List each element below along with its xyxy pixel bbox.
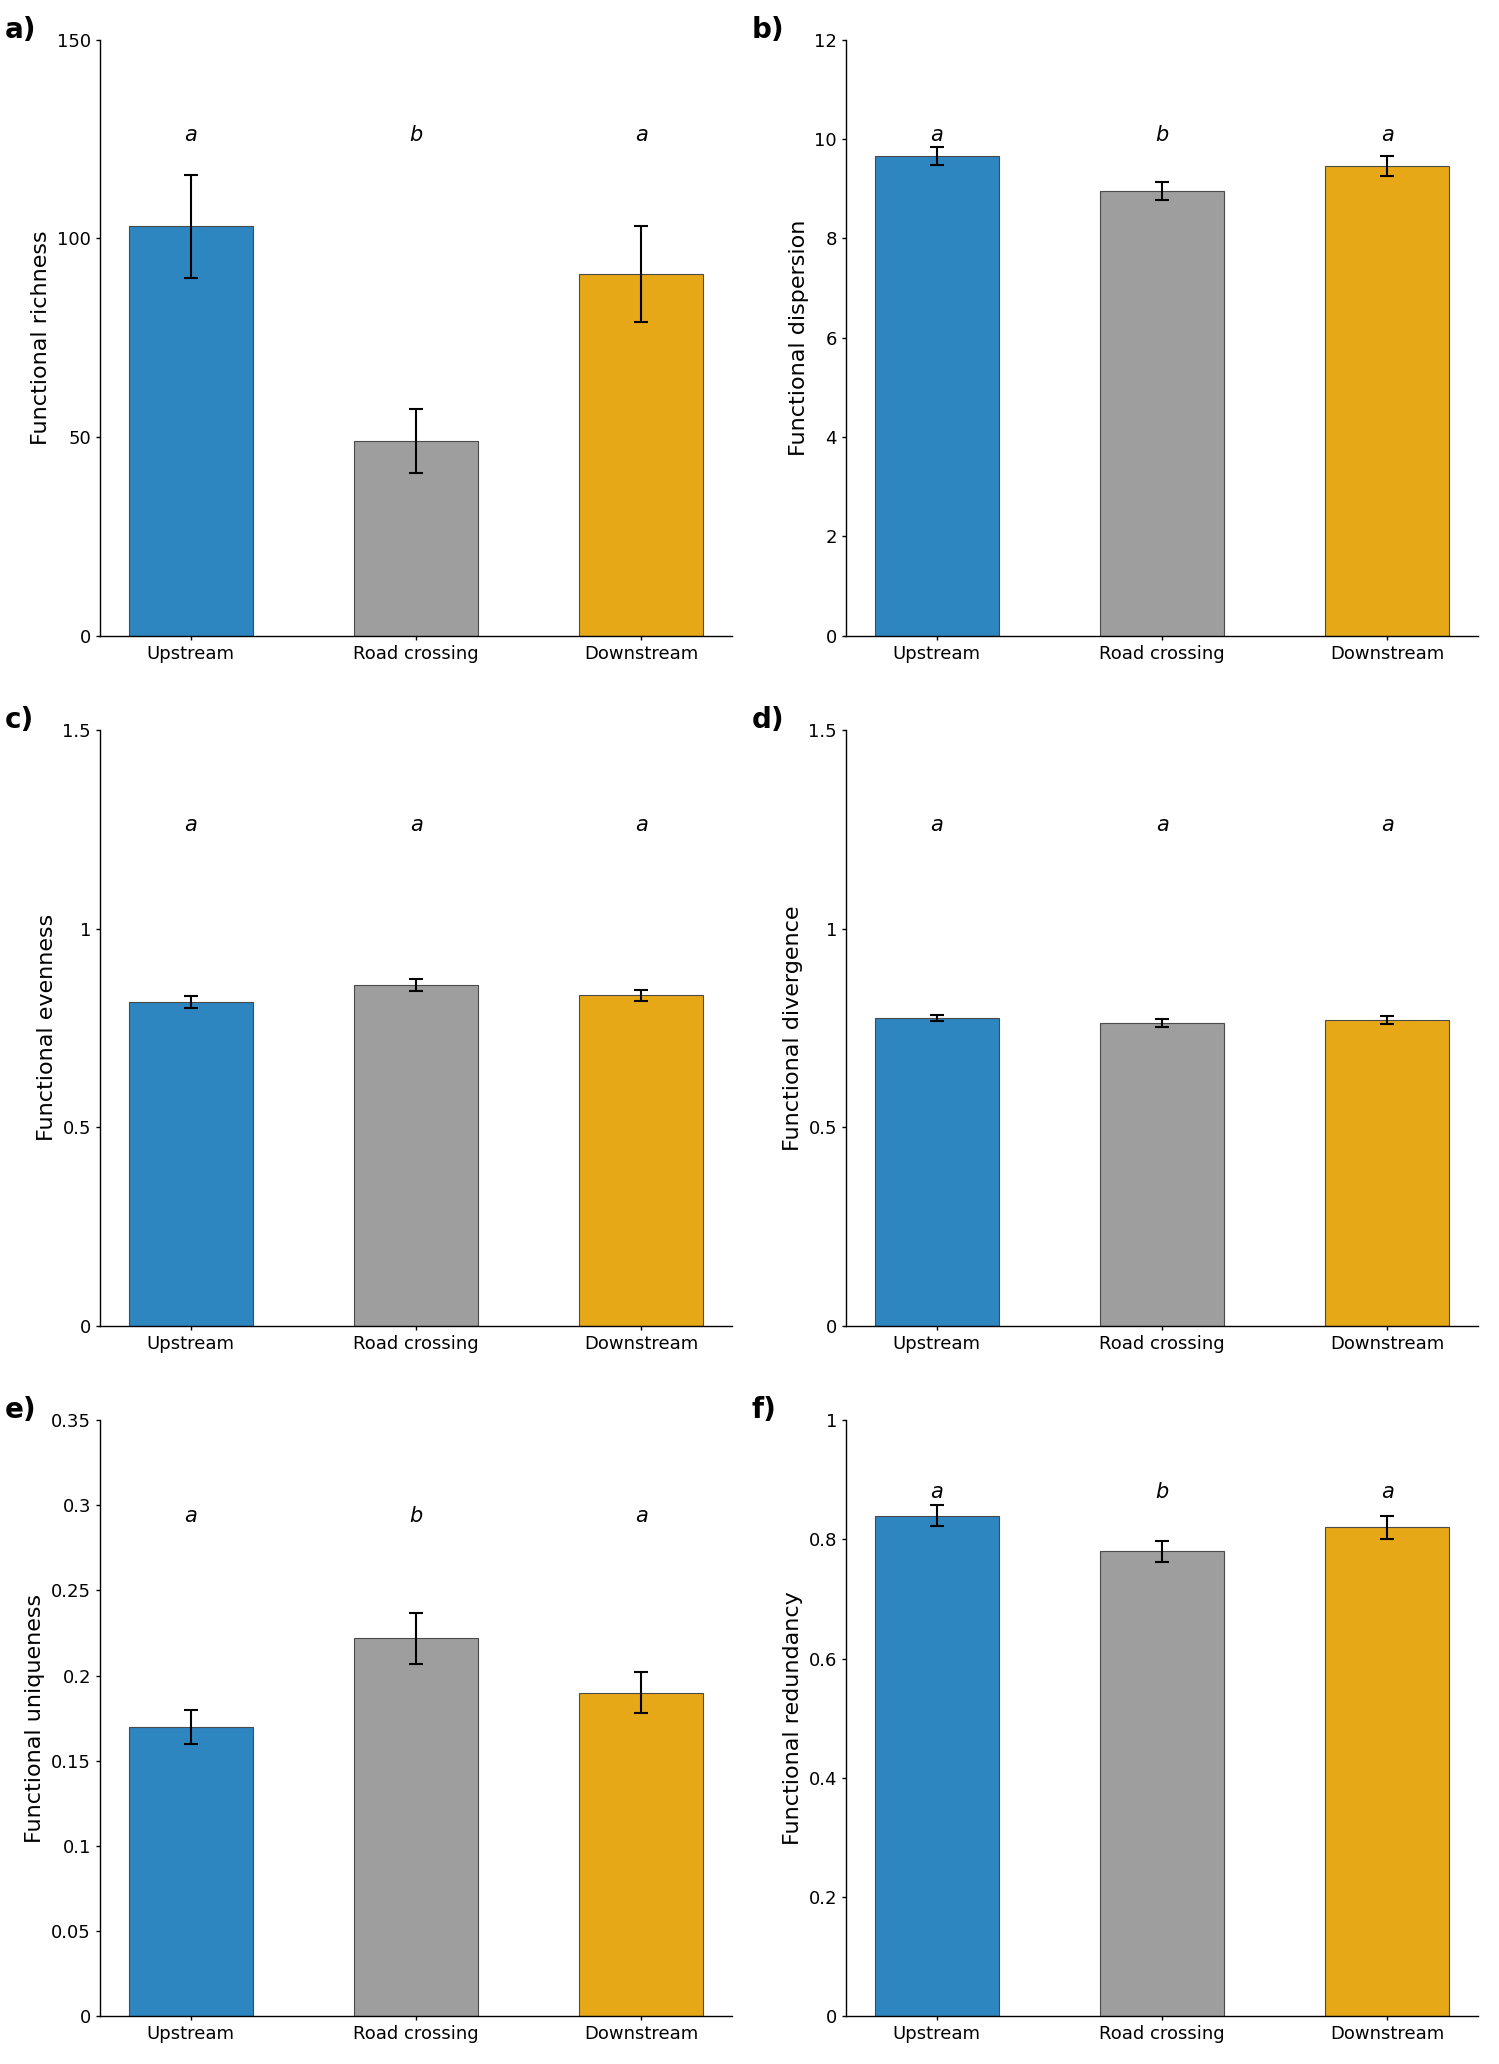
Bar <box>129 1728 253 2017</box>
Text: a): a) <box>4 17 37 43</box>
Text: a: a <box>184 126 198 144</box>
Text: a: a <box>1381 815 1394 836</box>
Text: a: a <box>636 815 648 836</box>
Y-axis label: Functional richness: Functional richness <box>31 231 51 446</box>
Text: a: a <box>931 1482 943 1503</box>
Bar <box>354 1639 478 2017</box>
Bar <box>354 985 478 1325</box>
Text: a: a <box>931 815 943 836</box>
Bar <box>354 442 478 636</box>
Text: c): c) <box>4 706 34 735</box>
Y-axis label: Functional uniqueness: Functional uniqueness <box>25 1593 45 1843</box>
Bar <box>1325 167 1450 636</box>
Bar <box>1100 1552 1225 2017</box>
Bar <box>129 1001 253 1325</box>
Text: b: b <box>409 126 423 144</box>
Text: a: a <box>1381 126 1394 144</box>
Bar <box>580 995 703 1325</box>
Y-axis label: Functional redundancy: Functional redundancy <box>782 1591 803 1845</box>
Bar <box>875 1515 998 2017</box>
Bar <box>875 1018 998 1325</box>
Bar <box>1325 1527 1450 2017</box>
Bar <box>580 275 703 636</box>
Bar <box>1100 1024 1225 1325</box>
Bar <box>1325 1020 1450 1325</box>
Text: a: a <box>1381 1482 1394 1503</box>
Y-axis label: Functional dispersion: Functional dispersion <box>788 219 808 456</box>
Text: b: b <box>1156 1482 1169 1503</box>
Y-axis label: Functional divergence: Functional divergence <box>782 906 803 1150</box>
Text: a: a <box>636 126 648 144</box>
Text: b: b <box>409 1505 423 1525</box>
Bar <box>875 157 998 636</box>
Text: a: a <box>184 1505 198 1525</box>
Bar <box>1100 192 1225 636</box>
Text: a: a <box>1156 815 1169 836</box>
Text: b: b <box>1156 126 1169 144</box>
Text: a: a <box>184 815 198 836</box>
Text: a: a <box>409 815 423 836</box>
Text: b): b) <box>751 17 784 43</box>
Text: f): f) <box>751 1397 776 1424</box>
Text: d): d) <box>751 706 784 735</box>
Text: a: a <box>636 1505 648 1525</box>
Y-axis label: Functional evenness: Functional evenness <box>37 914 57 1141</box>
Text: e): e) <box>4 1397 37 1424</box>
Bar <box>129 227 253 636</box>
Text: a: a <box>931 126 943 144</box>
Bar <box>580 1692 703 2017</box>
